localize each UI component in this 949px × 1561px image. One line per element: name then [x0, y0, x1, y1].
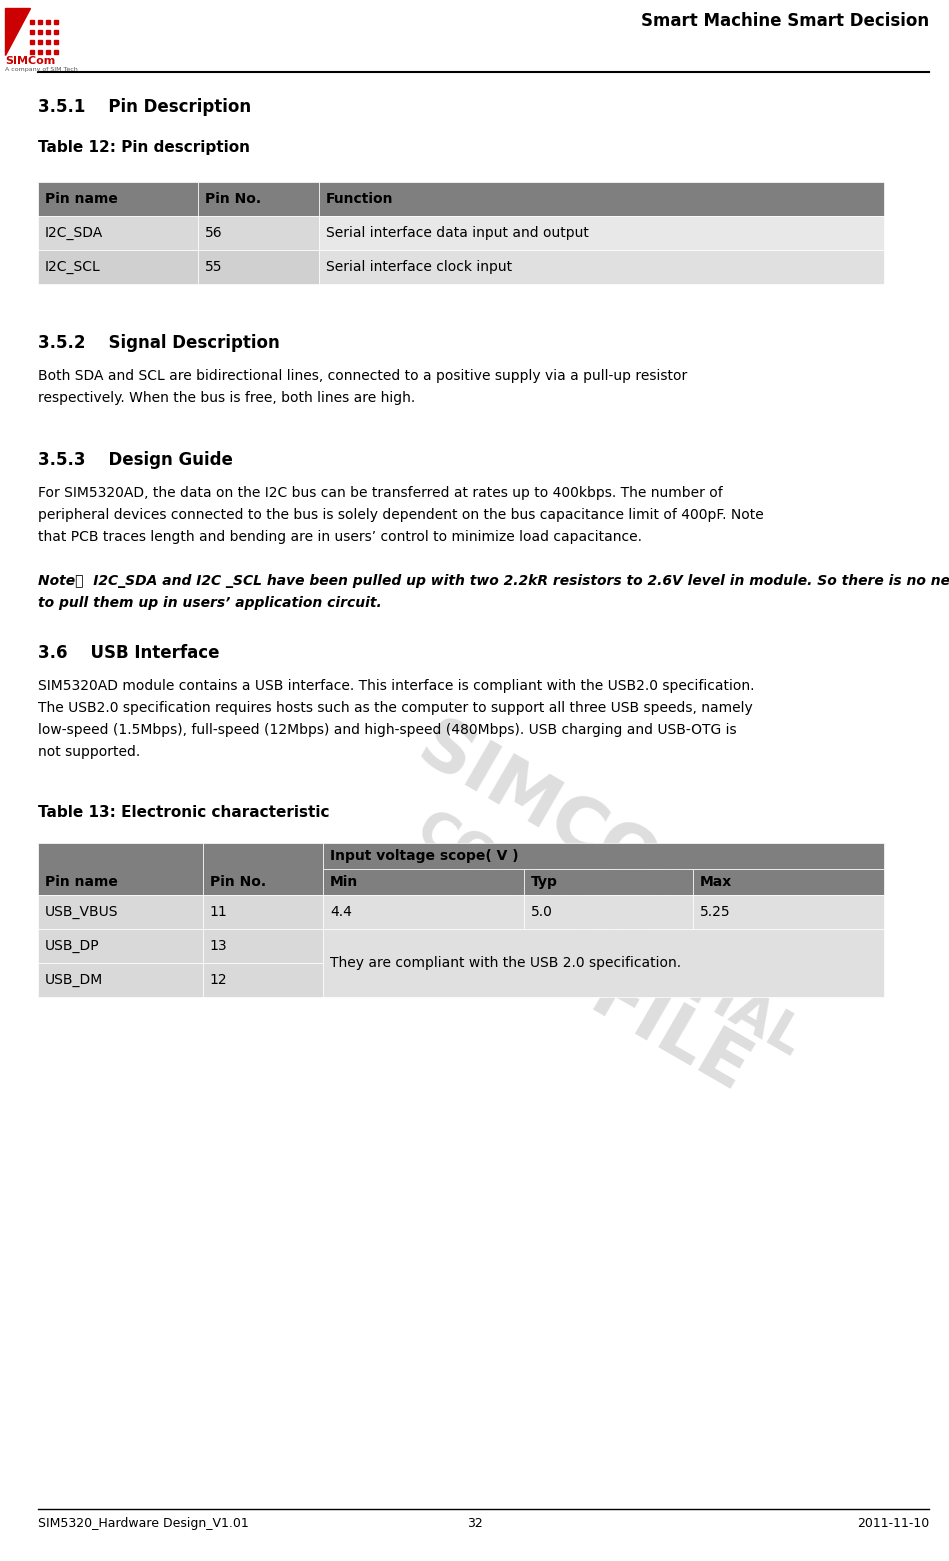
Text: SIMCom: SIMCom [5, 56, 55, 66]
Bar [319, 215, 884, 250]
Text: Both SDA and SCL are bidirectional lines, connected to a positive supply via a p: Both SDA and SCL are bidirectional lines… [38, 368, 687, 382]
Bar [38, 183, 198, 215]
Text: 3.5.2    Signal Description: 3.5.2 Signal Description [38, 334, 280, 351]
Text: Serial interface data input and output: Serial interface data input and output [326, 226, 588, 240]
Text: For SIM5320AD, the data on the I2C bus can be transferred at rates up to 400kbps: For SIM5320AD, the data on the I2C bus c… [38, 485, 723, 500]
Text: 3.5.3    Design Guide: 3.5.3 Design Guide [38, 451, 233, 468]
Text: I2C_SCL: I2C_SCL [45, 261, 101, 275]
Text: 4.4: 4.4 [330, 905, 352, 919]
Text: USB_DM: USB_DM [45, 973, 103, 987]
Text: The USB2.0 specification requires hosts such as the computer to support all thre: The USB2.0 specification requires hosts … [38, 701, 753, 715]
Text: 2011-11-10: 2011-11-10 [857, 1517, 929, 1530]
Bar [38, 894, 203, 929]
Bar [524, 869, 693, 894]
Bar [693, 869, 884, 894]
Text: SIMCOM: SIMCOM [406, 712, 733, 940]
Text: Typ: Typ [530, 876, 557, 890]
Text: Smart Machine Smart Decision: Smart Machine Smart Decision [641, 12, 929, 30]
Bar [319, 183, 884, 215]
Text: Max: Max [699, 876, 732, 890]
Bar [203, 963, 323, 997]
Bar [38, 963, 203, 997]
Bar [323, 929, 884, 997]
Text: 55: 55 [205, 261, 223, 275]
Text: 13: 13 [210, 940, 228, 954]
Text: respectively. When the bus is free, both lines are high.: respectively. When the bus is free, both… [38, 390, 416, 404]
Bar [323, 869, 524, 894]
Text: that PCB traces length and bending are in users’ control to minimize load capaci: that PCB traces length and bending are i… [38, 531, 642, 543]
Text: FILE: FILE [578, 963, 761, 1108]
Bar [38, 843, 203, 894]
Bar [323, 843, 884, 869]
Text: Serial interface clock input: Serial interface clock input [326, 261, 512, 275]
Text: low-speed (1.5Mbps), full-speed (12Mbps) and high-speed (480Mbps). USB charging : low-speed (1.5Mbps), full-speed (12Mbps)… [38, 723, 736, 737]
Text: Pin name: Pin name [45, 192, 118, 206]
Text: Pin No.: Pin No. [205, 192, 262, 206]
Bar [693, 894, 884, 929]
Text: I2C_SDA: I2C_SDA [45, 226, 103, 240]
Text: to pull them up in users’ application circuit.: to pull them up in users’ application ci… [38, 596, 381, 610]
Text: Note：  I2C_SDA and I2C _SCL have been pulled up with two 2.2kR resistors to 2.6V: Note： I2C_SDA and I2C _SCL have been pul… [38, 574, 949, 588]
Bar [38, 929, 203, 963]
Text: A company of SIM Tech: A company of SIM Tech [5, 67, 78, 72]
Polygon shape [5, 8, 30, 55]
Bar [38, 250, 198, 284]
Text: SIM5320AD module contains a USB interface. This interface is compliant with the : SIM5320AD module contains a USB interfac… [38, 679, 754, 693]
Text: 11: 11 [210, 905, 228, 919]
Text: 5.0: 5.0 [530, 905, 552, 919]
Bar [319, 250, 884, 284]
Text: Table 12: Pin description: Table 12: Pin description [38, 140, 250, 155]
Text: They are compliant with the USB 2.0 specification.: They are compliant with the USB 2.0 spec… [330, 955, 681, 969]
Text: Input voltage scope( V ): Input voltage scope( V ) [330, 849, 519, 863]
Bar [323, 894, 524, 929]
Text: 56: 56 [205, 226, 223, 240]
Text: SIM5320_Hardware Design_V1.01: SIM5320_Hardware Design_V1.01 [38, 1517, 249, 1530]
Text: peripheral devices connected to the bus is solely dependent on the bus capacitan: peripheral devices connected to the bus … [38, 507, 764, 521]
Text: 5.25: 5.25 [699, 905, 731, 919]
Text: Function: Function [326, 192, 393, 206]
Bar [198, 183, 319, 215]
Bar [203, 929, 323, 963]
Text: 3.5.1    Pin Description: 3.5.1 Pin Description [38, 98, 251, 116]
Bar [203, 894, 323, 929]
Text: Pin name: Pin name [45, 876, 118, 890]
Text: 3.6    USB Interface: 3.6 USB Interface [38, 645, 219, 662]
Text: Table 13: Electronic characteristic: Table 13: Electronic characteristic [38, 805, 329, 820]
Bar [203, 843, 323, 894]
Text: not supported.: not supported. [38, 745, 140, 759]
Text: 12: 12 [210, 973, 228, 987]
Bar [198, 215, 319, 250]
Text: USB_VBUS: USB_VBUS [45, 905, 119, 919]
Bar [38, 215, 198, 250]
Text: USB_DP: USB_DP [45, 940, 100, 954]
Bar [524, 894, 693, 929]
Bar [198, 250, 319, 284]
Text: 32: 32 [467, 1517, 482, 1530]
Text: Min: Min [330, 876, 359, 890]
Text: Pin No.: Pin No. [210, 876, 266, 890]
Text: CONFIDENTIAL: CONFIDENTIAL [407, 804, 812, 1068]
